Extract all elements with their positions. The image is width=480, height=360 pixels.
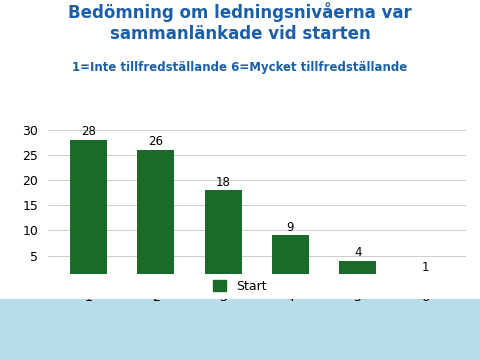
- Text: Bedömning om ledningsnivåerna var
sammanlänkade vid starten: Bedömning om ledningsnivåerna var samman…: [68, 2, 412, 43]
- Bar: [137, 150, 174, 281]
- Bar: [272, 235, 309, 281]
- Text: 28: 28: [81, 125, 96, 138]
- Text: 9: 9: [287, 221, 294, 234]
- Bar: [204, 190, 241, 281]
- Text: 1=Inte tillfredställande 6=Mycket tillfredställande: 1=Inte tillfredställande 6=Mycket tillfr…: [72, 61, 408, 74]
- Text: 4: 4: [354, 246, 361, 259]
- Bar: [407, 276, 444, 281]
- Text: 26: 26: [148, 135, 163, 148]
- Text: 18: 18: [216, 176, 230, 189]
- Text: 1: 1: [421, 261, 429, 274]
- Bar: [339, 261, 376, 281]
- Legend: Start: Start: [208, 275, 272, 298]
- Bar: [70, 140, 107, 281]
